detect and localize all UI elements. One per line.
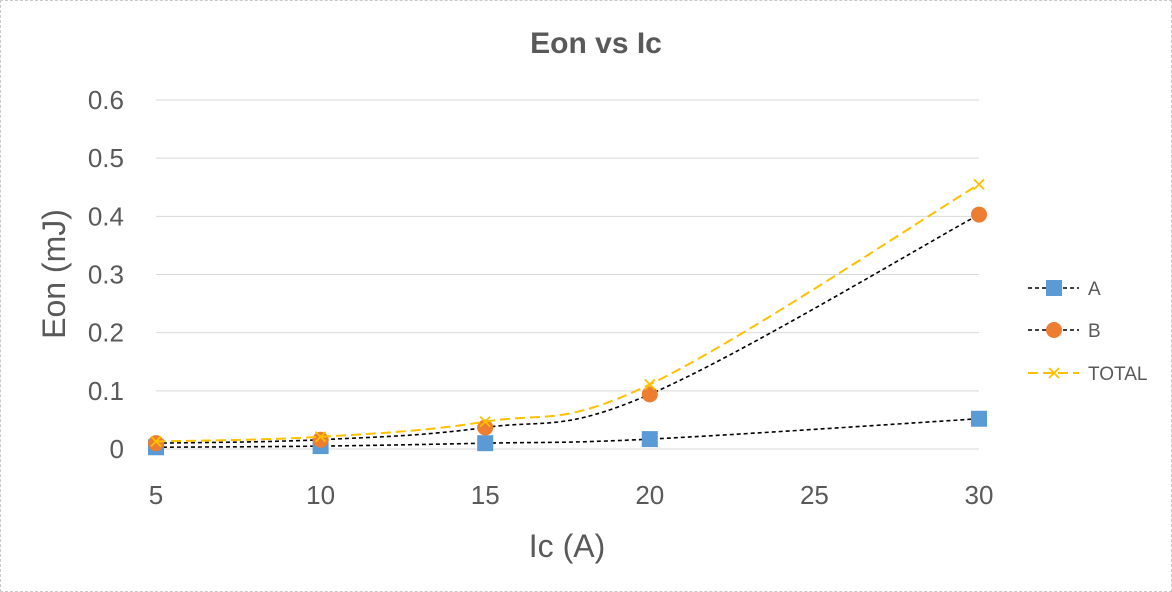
- data-point-a: [641, 431, 658, 448]
- y-axis-title: Eon (mJ): [36, 209, 72, 339]
- legend-label-a: A: [1088, 279, 1101, 300]
- series-line-total: [155, 183, 980, 443]
- data-point-a: [477, 435, 494, 452]
- series-layer: [148, 178, 987, 456]
- data-point-a: [971, 410, 987, 427]
- x-tick-label: 30: [965, 480, 994, 510]
- x-axis-title: Ic (A): [529, 528, 605, 564]
- legend-label-b: B: [1088, 321, 1101, 342]
- data-point-total: [314, 431, 327, 443]
- tick-labels: 0 0.1 0.2 0.3 0.4 0.5 0.6 5 10 15 20 25 30: [88, 85, 994, 510]
- x-tick-label: 5: [149, 480, 163, 510]
- legend-marker-total-stroke: [1048, 367, 1060, 379]
- data-point-total-stroke: [150, 435, 162, 448]
- series-line-b: [155, 213, 980, 444]
- series-line-a: [155, 417, 980, 449]
- chart-title: Eon vs Ic: [530, 27, 662, 60]
- gridlines: [156, 99, 979, 450]
- x-tick-label: 10: [306, 480, 335, 510]
- data-point-total-stroke: [314, 431, 327, 443]
- legend-marker-b: [1046, 322, 1062, 338]
- data-point-total: [150, 435, 162, 448]
- y-tick-label: 0.1: [88, 376, 124, 406]
- y-tick-label: 0: [110, 434, 124, 464]
- y-tick-label: 0.2: [88, 318, 124, 348]
- data-point-total: [644, 378, 656, 391]
- data-point-b: [971, 206, 987, 223]
- data-point-b: [312, 431, 329, 448]
- y-tick-label: 0.4: [88, 201, 124, 231]
- x-tick-label: 25: [800, 480, 829, 510]
- legend-label-total: TOTAL: [1088, 364, 1147, 385]
- data-point-total: [479, 416, 491, 428]
- data-point-total-stroke: [644, 378, 656, 391]
- data-point-b: [148, 435, 164, 452]
- x-tick-label: 20: [635, 480, 664, 510]
- data-point-total-stroke: [973, 178, 985, 190]
- legend: AB TOTAL: [1028, 279, 1147, 385]
- y-tick-label: 0.3: [88, 260, 124, 290]
- legend-marker-total: [1048, 367, 1060, 379]
- y-tick-label: 0.5: [88, 143, 124, 173]
- legend-marker-a: [1046, 280, 1062, 296]
- y-tick-label: 0.6: [88, 85, 124, 115]
- x-tick-label: 15: [471, 480, 500, 510]
- data-point-b: [641, 386, 658, 403]
- data-point-total-stroke: [479, 416, 491, 428]
- data-point-b: [477, 419, 494, 436]
- data-point-total: [973, 178, 985, 190]
